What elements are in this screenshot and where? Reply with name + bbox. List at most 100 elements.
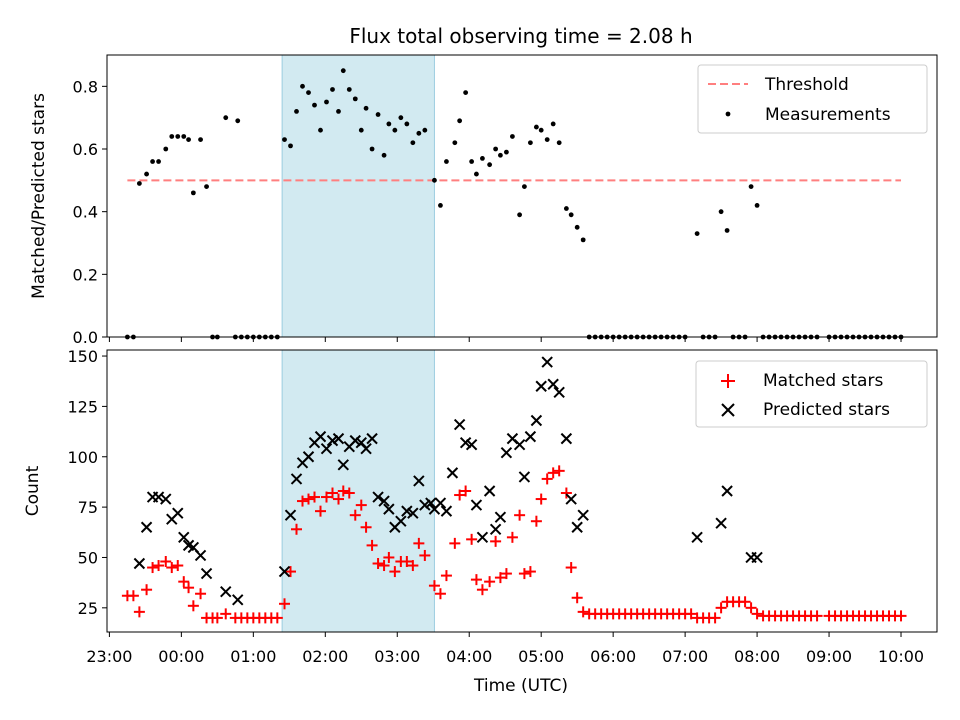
bottom-panel: 25 50 75 100 125 150 23:00 00:00 01:00 02:00 03:0… <box>23 347 938 696</box>
matched-star-point <box>349 509 361 521</box>
matched-star-point <box>291 523 303 535</box>
predicted-star-point <box>547 378 559 390</box>
matched-star-point <box>484 576 496 588</box>
measurement-point <box>312 102 317 108</box>
predicted-star-point <box>200 567 213 580</box>
measurement-point <box>336 109 341 114</box>
predicted-star-point <box>541 356 553 368</box>
matched-star-point <box>183 582 195 594</box>
measurement-point <box>386 121 392 127</box>
measurement-point <box>404 121 410 127</box>
measurement-point <box>718 209 724 215</box>
predicted-star-point <box>178 531 190 544</box>
matched-star-point <box>577 606 589 618</box>
measurement-point <box>422 127 428 133</box>
matched-star-point <box>571 592 583 604</box>
predicted-star-point <box>577 509 589 521</box>
predicted-star-point <box>476 531 489 544</box>
matched-star-point <box>506 531 518 543</box>
measurement-point <box>463 90 469 95</box>
x-tick-label: 07:00 <box>662 647 708 666</box>
predicted-star-point <box>314 430 327 443</box>
x-tick-label: 08:00 <box>734 647 780 666</box>
matched-star-point <box>553 465 565 477</box>
measurement-point <box>181 134 187 139</box>
measurement-point <box>288 143 293 149</box>
measurement-point <box>198 137 203 143</box>
predicted-star-point <box>172 507 184 519</box>
predicted-star-point <box>470 499 483 511</box>
predicted-star-point <box>278 565 291 578</box>
predicted-star-point <box>518 471 531 483</box>
measurement-point <box>527 140 533 146</box>
predicted-star-point <box>560 432 573 445</box>
matched-star-point <box>565 562 577 574</box>
legend-predicted-swatch <box>721 403 735 417</box>
measurement-point <box>186 137 191 143</box>
matched-star-point <box>355 499 367 511</box>
measurement-point <box>480 156 485 161</box>
top-y-axis-label: Matched/Predicted stars <box>29 93 49 299</box>
matched-star-point <box>470 574 482 586</box>
predicted-star-point <box>440 505 453 517</box>
matched-star-point <box>285 566 297 578</box>
matched-star-point <box>530 515 542 527</box>
matched-star-point <box>745 602 757 614</box>
measurement-point <box>580 237 586 243</box>
figure-title: Flux total observing time = 2.08 h <box>349 24 692 48</box>
measurement-point <box>504 149 509 155</box>
measurement-point <box>474 171 479 177</box>
matched-star-point <box>514 509 526 521</box>
bottom-legend: Matched stars Predicted stars <box>695 360 928 428</box>
matched-star-point <box>360 521 372 533</box>
predicted-star-point <box>366 432 378 445</box>
measurement-point <box>574 224 580 230</box>
predicted-star-point <box>378 495 390 507</box>
top-legend-box <box>697 64 928 134</box>
top-highlight-span <box>281 54 435 338</box>
bottom-highlight-span <box>281 349 435 633</box>
matched-star-point <box>428 580 440 592</box>
measurement-point <box>521 184 527 190</box>
bottom-y-tick-label: 125 <box>67 397 98 416</box>
predicted-star-point <box>691 531 703 544</box>
measurement-point <box>538 127 544 133</box>
matched-star-point <box>715 602 727 614</box>
bottom-y-tick-label: 75 <box>78 498 98 517</box>
predicted-star-point <box>407 507 419 519</box>
x-tick-label: 02:00 <box>302 647 348 666</box>
bottom-x-ticks: 23:00 00:00 01:00 02:00 03:00 04:00 05:00 06:00… <box>86 632 924 666</box>
top-x-ticks <box>108 337 902 342</box>
measurement-point <box>330 87 335 92</box>
bottom-legend-box <box>695 360 928 428</box>
predicted-star-point <box>530 414 543 427</box>
predicted-star-point <box>360 442 372 455</box>
predicted-star-point <box>290 473 303 485</box>
matched-star-point <box>709 612 721 624</box>
measurement-point <box>358 127 364 133</box>
predicted-star-point <box>483 485 496 497</box>
measurement-point <box>398 115 404 121</box>
measurement-point <box>150 159 155 164</box>
measurement-point <box>352 96 358 102</box>
predicted-star-point <box>320 442 333 455</box>
predicted-star-point <box>500 447 513 459</box>
bottom-plot-frame <box>106 349 938 633</box>
top-legend: Threshold Measurements <box>697 64 928 134</box>
matched-star-point <box>378 560 390 572</box>
legend-measurements-label: Measurements <box>765 105 891 125</box>
predicted-star-point <box>332 432 345 445</box>
matched-star-point <box>160 556 172 567</box>
measurement-point <box>294 109 299 114</box>
predicted-star-point <box>152 491 165 503</box>
measurement-point <box>432 177 437 183</box>
matched-star-point <box>476 584 488 596</box>
matched-star-point <box>297 495 309 507</box>
measurement-point <box>748 184 754 190</box>
x-tick-label: 09:00 <box>806 647 852 666</box>
top-y-ticks: 0.0 0.2 0.4 0.6 0.8 <box>73 77 107 347</box>
measurement-point <box>300 83 305 89</box>
predicted-star-point <box>425 497 437 509</box>
predicted-star-point <box>721 485 733 497</box>
